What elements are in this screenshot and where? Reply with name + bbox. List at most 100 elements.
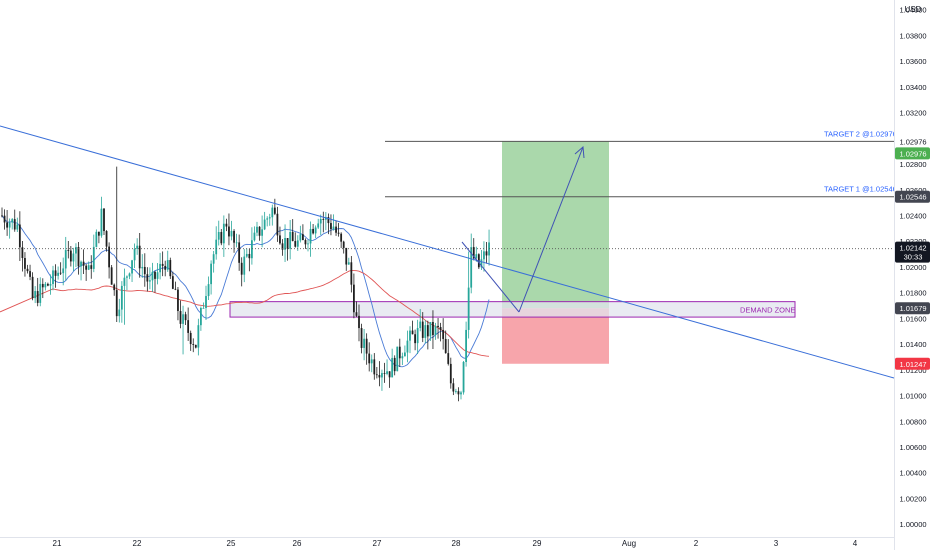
candle-body [31,276,34,299]
candle-body [159,263,161,273]
candle-body [146,274,149,282]
candle-body [375,374,378,376]
candle-body [34,291,37,299]
candle-body [230,230,233,237]
candle-body [1,215,3,217]
candle-body [424,325,427,338]
candle-body [373,359,376,375]
y-tick-label: 1.02400 [899,211,926,220]
candle-body [207,284,210,297]
candle-body [212,254,215,264]
candle-body [171,276,174,289]
candle-body [118,309,121,317]
candle-body [396,346,399,372]
candle-body [393,357,396,372]
trendline[interactable] [0,125,895,379]
candle-body [62,268,65,274]
candle-body [24,258,26,269]
candle-body [460,392,462,395]
candle-body [404,352,406,357]
candle-body [342,241,345,248]
candle-body [80,261,82,267]
x-tick-label: 4 [853,539,858,548]
y-tick-label: 1.01200 [899,366,926,375]
candle-body [465,329,467,362]
candle-body [291,231,294,242]
candle-body [411,330,414,335]
candle-body [126,276,128,278]
y-tick-label: 1.03600 [899,57,926,66]
y-tick-label: 1.00800 [899,417,926,426]
candle-body [174,288,177,290]
candle-body [184,314,187,321]
target2-axis-badge-green [895,147,930,160]
candle-body [202,307,205,309]
candle-body [67,250,70,251]
y-tick-label: 1.00400 [899,469,926,478]
candle-body [421,321,424,338]
candle-body [105,231,108,247]
candle-body [401,356,404,359]
y-tick-label: 1.02600 [899,186,926,195]
y-tick-label: 1.03800 [899,31,926,40]
currency-label: USD [905,5,922,14]
candle-body [447,353,450,364]
y-tick-label: 1.03400 [899,83,926,92]
demand-zone[interactable] [229,301,796,318]
candle-body [251,240,253,259]
y-tick-label: 1.04000 [899,6,926,15]
current-price-text: 1.02142 [899,244,926,253]
candle-body [330,223,332,230]
candle-body [406,340,409,353]
candle-body [414,334,416,344]
candle-body [82,261,85,266]
candle-body [263,219,266,230]
x-tick-label: 2 [694,539,699,548]
candles [1,166,490,402]
projection-line [461,241,520,313]
candle-body [11,219,14,223]
candle-body [44,283,47,288]
y-tick-label: 1.01000 [899,392,926,401]
candle-body [143,266,146,275]
candle-body [444,338,447,354]
candle-body [324,217,327,220]
candle-body [368,353,371,364]
candle-body [131,260,133,274]
candle-body [302,234,304,241]
candle-body [286,238,289,249]
candle-body [57,272,59,276]
candle-body [54,270,57,276]
candle-body [49,284,52,286]
x-tick-label: 29 [533,539,542,548]
candle-body [381,373,383,378]
entry-axis-badge [895,302,930,315]
candle-body [6,222,8,228]
candle-body [169,260,172,277]
candle-body [210,263,212,285]
price-axis[interactable] [894,0,932,550]
candle-body [442,329,445,339]
candle-body [240,262,243,275]
candle-body [273,207,276,214]
candle-body [26,268,29,272]
candle-body [189,332,192,345]
candle-body [77,247,80,267]
candle-body [75,247,77,254]
candle-body [136,245,139,249]
candle-body [309,228,312,244]
candle-body [472,247,475,259]
candle-body [386,371,388,374]
candle-body [268,217,271,219]
candle-body [243,256,246,275]
candle-body [13,219,16,230]
y-tick-label: 1.01400 [899,340,926,349]
candle-body [16,224,19,230]
x-tick-label: 22 [133,539,142,548]
candle-body [182,314,184,324]
target1-label: TARGET 1 @1.02546 [824,185,897,194]
candle-body [154,271,156,279]
countdown-text: 30:33 [904,253,923,262]
